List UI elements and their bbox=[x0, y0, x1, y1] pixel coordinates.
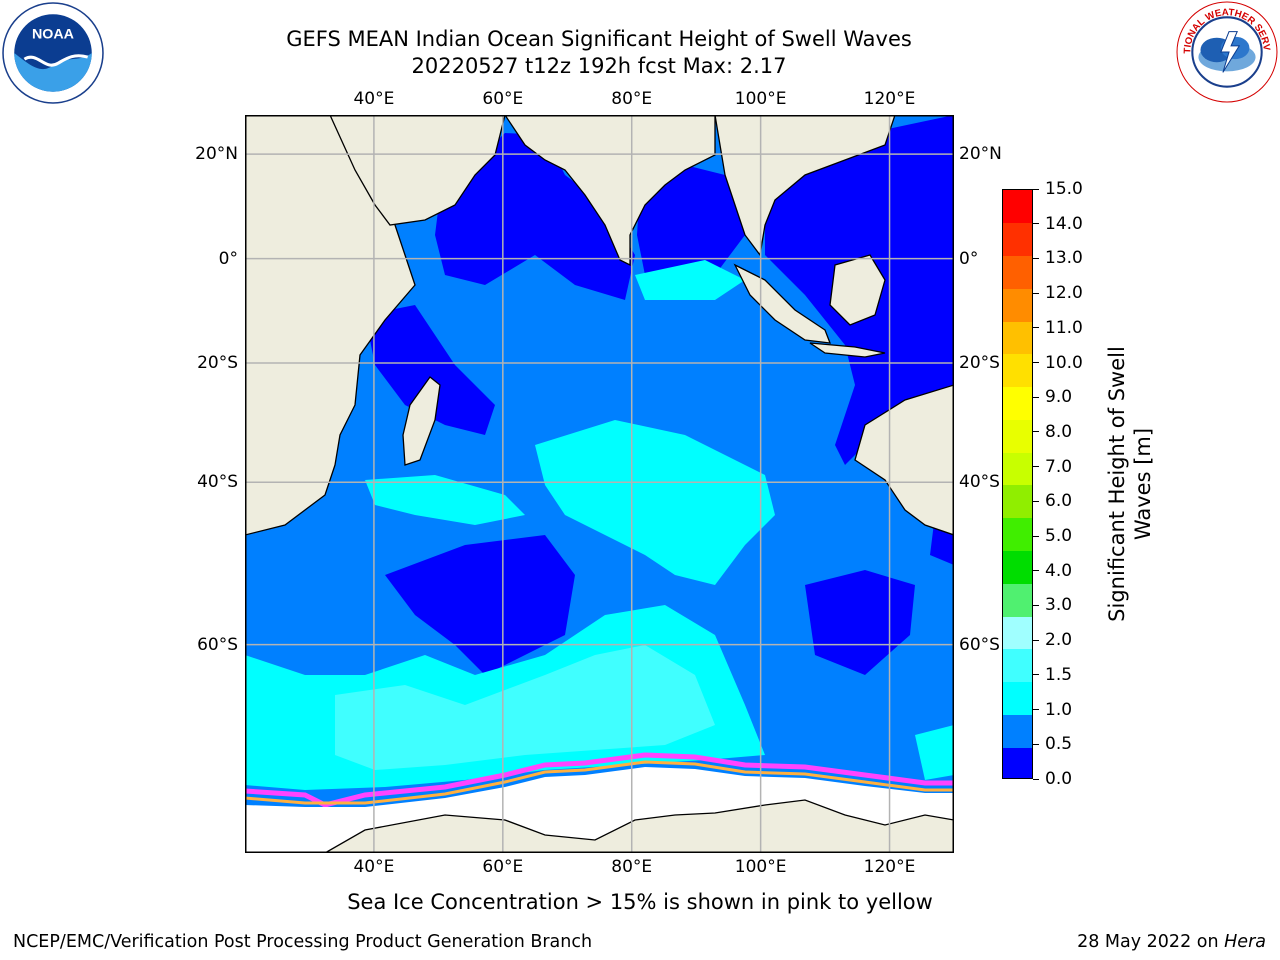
lat-tick-right: 40°S bbox=[959, 472, 1000, 493]
swell-1-1.5-arc bbox=[635, 260, 745, 300]
swell-1-1.5-west bbox=[365, 475, 525, 525]
colorbar-segment bbox=[1003, 616, 1032, 650]
colorbar-tick-label: 6.0 bbox=[1033, 491, 1072, 511]
colorbar-segment bbox=[1003, 517, 1032, 552]
footer-date: 28 May 2022 on Hera bbox=[1077, 932, 1266, 952]
lat-tick-right: 20°S bbox=[959, 353, 1000, 374]
footer-credit: NCEP/EMC/Verification Post Processing Pr… bbox=[13, 932, 593, 952]
colorbar-segment bbox=[1003, 648, 1032, 683]
colorbar-segment bbox=[1003, 222, 1032, 257]
colorbar-tick-label: 3.0 bbox=[1033, 595, 1072, 615]
sumatra-land bbox=[733, 263, 831, 344]
colorbar-tick-label: 7.0 bbox=[1033, 457, 1072, 477]
colorbar-tick-label: 1.5 bbox=[1033, 665, 1072, 685]
india-land bbox=[504, 115, 716, 267]
lon-tick-top: 120°E bbox=[863, 89, 916, 109]
lat-tick-left: 20°S bbox=[197, 353, 238, 374]
borneo-land bbox=[829, 254, 886, 326]
map-gridlines bbox=[245, 115, 954, 853]
colorbar-tick-label: 12.0 bbox=[1033, 283, 1083, 303]
colorbar-segment bbox=[1003, 550, 1032, 584]
map-frame bbox=[245, 115, 954, 853]
map-title: GEFS MEAN Indian Ocean Significant Heigh… bbox=[286, 27, 912, 51]
colorbar-tick-label: 2.0 bbox=[1033, 630, 1072, 650]
colorbar-tick-label: 10.0 bbox=[1033, 353, 1083, 373]
nws-logo-icon: NATIONAL WEATHER SERVICE bbox=[1176, 1, 1278, 103]
sea-ice-note: Sea Ice Concentration > 15% is shown in … bbox=[347, 890, 933, 914]
madagascar-land bbox=[402, 376, 441, 466]
lat-tick-right: 0° bbox=[959, 248, 979, 269]
lon-tick-bottom: 100°E bbox=[734, 857, 787, 877]
lon-tick-bottom: 120°E bbox=[863, 857, 916, 877]
lon-tick-bottom: 80°E bbox=[611, 857, 653, 877]
colorbar-tick-label: 5.0 bbox=[1033, 526, 1072, 546]
lat-tick-left: 0° bbox=[218, 248, 238, 269]
swell-1.5-2-patches bbox=[335, 645, 715, 770]
antarctica-coast bbox=[323, 799, 954, 853]
colorbar-segment bbox=[1003, 681, 1032, 715]
lon-tick-top: 80°E bbox=[611, 89, 653, 109]
lat-tick-right: 60°S bbox=[959, 634, 1000, 655]
colorbar-tick-label: 13.0 bbox=[1033, 248, 1083, 268]
colorbar-label: Significant Height of Swell Waves [m] bbox=[1105, 346, 1155, 622]
lat-tick-left: 20°N bbox=[195, 144, 238, 165]
footer-date-text: 28 May 2022 on bbox=[1077, 932, 1225, 952]
colorbar-tick-label: 0.5 bbox=[1033, 734, 1072, 754]
colorbar-tick-label: 0.0 bbox=[1033, 769, 1072, 789]
colorbar-tick-label: 14.0 bbox=[1033, 214, 1083, 234]
colorbar-segment bbox=[1003, 485, 1032, 519]
colorbar-segment bbox=[1003, 747, 1032, 778]
colorbar-segment bbox=[1003, 255, 1032, 289]
lon-tick-bottom: 40°E bbox=[353, 857, 395, 877]
lat-tick-right: 20°N bbox=[959, 144, 1002, 165]
colorbar-segment bbox=[1003, 583, 1032, 617]
lon-tick-top: 100°E bbox=[734, 89, 787, 109]
colorbar-segment bbox=[1003, 452, 1032, 486]
colorbar-tick-label: 1.0 bbox=[1033, 700, 1072, 720]
colorbar-segment bbox=[1003, 419, 1032, 453]
colorbar-tick-label: 11.0 bbox=[1033, 318, 1083, 338]
colorbar-segment bbox=[1003, 190, 1032, 224]
colorbar-segment bbox=[1003, 288, 1032, 322]
map-subtitle: 20220527 t12z 192h fcst Max: 2.17 bbox=[411, 54, 787, 78]
colorbar-segment bbox=[1003, 321, 1032, 355]
lon-tick-bottom: 60°E bbox=[482, 857, 524, 877]
lat-tick-left: 60°S bbox=[197, 634, 238, 655]
footer-host: Hera bbox=[1224, 932, 1266, 952]
lon-tick-top: 60°E bbox=[482, 89, 524, 109]
colorbar-tick-label: 8.0 bbox=[1033, 422, 1072, 442]
lon-tick-top: 40°E bbox=[353, 89, 395, 109]
low-swell-mozambique bbox=[365, 305, 495, 435]
colorbar-segment bbox=[1003, 714, 1032, 748]
java-land bbox=[809, 342, 886, 358]
low-swell-south-indian bbox=[385, 535, 575, 675]
colorbar-tick-label: 15.0 bbox=[1033, 179, 1083, 199]
colorbar-tick-label: 4.0 bbox=[1033, 561, 1072, 581]
noaa-text: NOAA bbox=[32, 27, 74, 43]
colorbar bbox=[1002, 189, 1033, 779]
ocean-map bbox=[245, 115, 954, 853]
sea-ice-edge-yellow bbox=[245, 760, 954, 805]
lat-tick-left: 40°S bbox=[197, 472, 238, 493]
noaa-logo-icon: NOAA bbox=[2, 2, 104, 104]
colorbar-segment bbox=[1003, 353, 1032, 388]
low-swell-southeast bbox=[805, 570, 915, 675]
australia-land bbox=[854, 384, 954, 536]
colorbar-segment bbox=[1003, 386, 1032, 420]
swell-1-1.5-central bbox=[535, 420, 775, 585]
swell-1-1.5-se bbox=[915, 725, 954, 780]
colorbar-tick-label: 9.0 bbox=[1033, 387, 1072, 407]
